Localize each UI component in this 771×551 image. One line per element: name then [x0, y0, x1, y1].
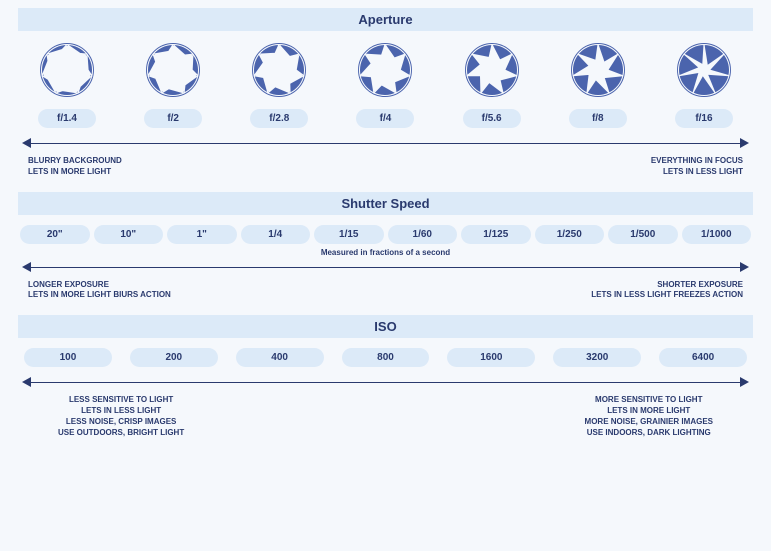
- iso-endpoints: LESS SENSITIVE TO LIGHTLETS IN LESS LIGH…: [18, 389, 753, 438]
- shutter-pill: 20": [20, 225, 90, 244]
- aperture-label: f/2: [144, 109, 202, 128]
- shutter-endpoints: LONGER EXPOSURELETS IN MORE LIGHT BIURS …: [18, 274, 753, 302]
- aperture-item: f/2: [128, 41, 218, 128]
- shutter-pill: 1/15: [314, 225, 384, 244]
- shutter-pill: 1/125: [461, 225, 531, 244]
- aperture-item: f/16: [659, 41, 749, 128]
- shutter-pill: 10": [94, 225, 164, 244]
- aperture-item: f/1.4: [22, 41, 112, 128]
- iso-left-text: LESS SENSITIVE TO LIGHTLETS IN LESS LIGH…: [58, 395, 184, 438]
- aperture-right-text: EVERYTHING IN FOCUSLETS IN LESS LIGHT: [651, 156, 743, 178]
- aperture-title: Aperture: [18, 8, 753, 31]
- aperture-label: f/1.4: [38, 109, 96, 128]
- aperture-row: f/1.4 f/2 f/2.8 f/4 f/5.6 f/8 f/16: [18, 31, 753, 134]
- iso-pill: 6400: [659, 348, 747, 367]
- iso-pill: 100: [24, 348, 112, 367]
- shutter-section: Shutter Speed 20"10"1"1/41/151/601/1251/…: [18, 192, 753, 302]
- shutter-pill: 1/500: [608, 225, 678, 244]
- aperture-item: f/5.6: [447, 41, 537, 128]
- iso-arrow: [24, 375, 747, 389]
- iso-pill: 1600: [447, 348, 535, 367]
- shutter-pill: 1/1000: [682, 225, 752, 244]
- shutter-pill: 1/4: [241, 225, 311, 244]
- aperture-section: Aperture f/1.4 f/2 f/2.8 f/4 f/5.6 f/8 f/16 BL…: [18, 8, 753, 178]
- shutter-left-text: LONGER EXPOSURELETS IN MORE LIGHT BIURS …: [28, 280, 171, 302]
- aperture-endpoints: BLURRY BACKGROUNDLETS IN MORE LIGHT EVER…: [18, 150, 753, 178]
- shutter-pill: 1/250: [535, 225, 605, 244]
- iso-title: ISO: [18, 315, 753, 338]
- shutter-title: Shutter Speed: [18, 192, 753, 215]
- shutter-arrow-caption: Measured in fractions of a second: [24, 248, 747, 257]
- iso-pill: 3200: [553, 348, 641, 367]
- shutter-arrow: Measured in fractions of a second: [24, 260, 747, 274]
- iso-row: 100 200 400 800 1600 3200 6400: [18, 338, 753, 373]
- aperture-item: f/2.8: [234, 41, 324, 128]
- iso-pill: 400: [236, 348, 324, 367]
- aperture-label: f/4: [356, 109, 414, 128]
- shutter-pill: 1/60: [388, 225, 458, 244]
- iso-right-text: MORE SENSITIVE TO LIGHTLETS IN MORE LIGH…: [585, 395, 713, 438]
- aperture-left-text: BLURRY BACKGROUNDLETS IN MORE LIGHT: [28, 156, 122, 178]
- aperture-item: f/4: [340, 41, 430, 128]
- aperture-label: f/8: [569, 109, 627, 128]
- aperture-item: f/8: [553, 41, 643, 128]
- aperture-label: f/16: [675, 109, 733, 128]
- aperture-label: f/5.6: [463, 109, 521, 128]
- shutter-right-text: SHORTER EXPOSURELETS IN LESS LIGHT FREEZ…: [591, 280, 743, 302]
- aperture-label: f/2.8: [250, 109, 308, 128]
- aperture-arrow: [24, 136, 747, 150]
- iso-pill: 200: [130, 348, 218, 367]
- iso-pill: 800: [342, 348, 430, 367]
- iso-section: ISO 100 200 400 800 1600 3200 6400 LESS SENSIT…: [18, 315, 753, 438]
- shutter-row: 20"10"1"1/41/151/601/1251/2501/5001/1000: [18, 215, 753, 250]
- shutter-pill: 1": [167, 225, 237, 244]
